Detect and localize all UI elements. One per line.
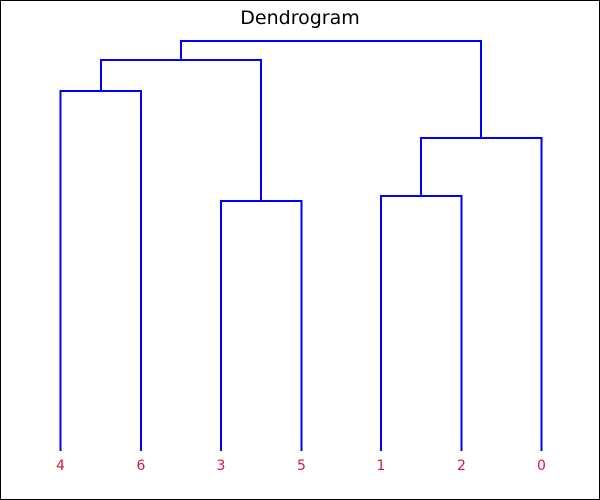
leaf-label: 0 (537, 458, 546, 474)
leaf-label: 3 (217, 458, 226, 474)
leaf-label: 4 (56, 458, 65, 474)
dendrogram-link (59, 90, 142, 451)
leaf-label: 6 (137, 458, 146, 474)
leaf-label: 1 (377, 458, 386, 474)
dendrogram-link (100, 59, 262, 201)
dendrogram-link (220, 200, 303, 451)
dendrogram-link (380, 195, 463, 451)
dendrogram-link (420, 137, 543, 451)
leaf-label: 5 (297, 458, 306, 474)
chart-title: Dendrogram (240, 7, 360, 29)
dendrogram-link (180, 40, 482, 138)
leaf-label: 2 (457, 458, 466, 474)
